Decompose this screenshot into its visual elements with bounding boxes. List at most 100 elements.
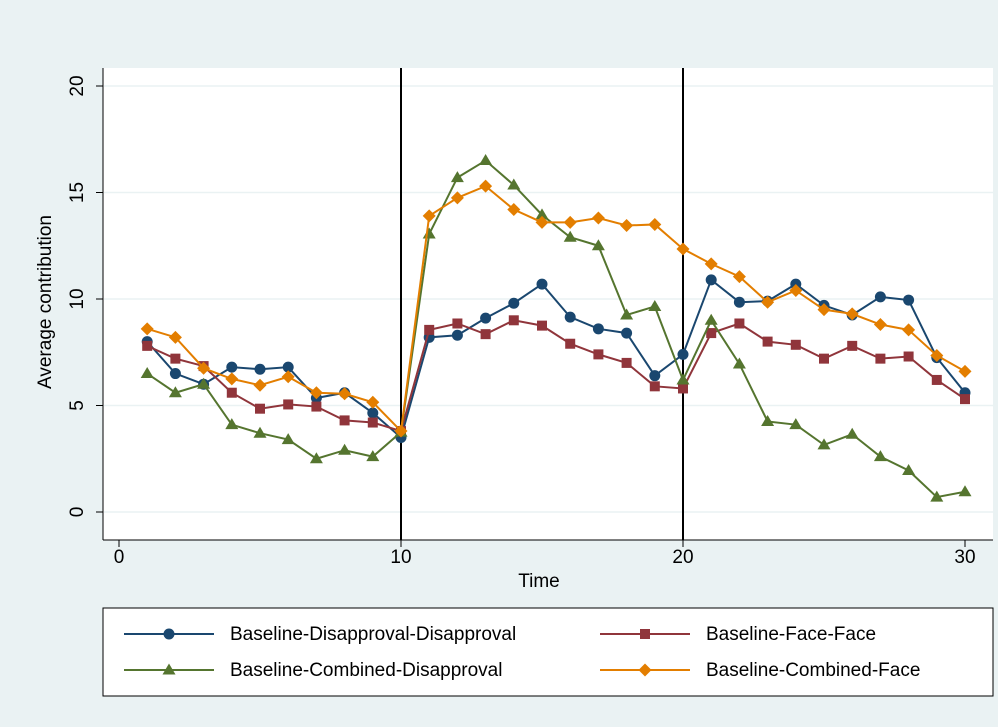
marker xyxy=(847,340,858,351)
marker xyxy=(170,353,181,364)
marker xyxy=(564,311,576,323)
marker xyxy=(620,219,634,233)
marker xyxy=(366,450,380,462)
marker xyxy=(142,340,153,351)
marker xyxy=(677,348,689,360)
legend-label: Baseline-Combined-Disapproval xyxy=(230,660,502,681)
marker xyxy=(309,386,323,400)
y-tick-label: 10 xyxy=(67,288,88,309)
y-tick-label: 20 xyxy=(67,75,88,96)
marker xyxy=(563,230,577,242)
marker xyxy=(873,450,887,462)
marker xyxy=(226,361,238,373)
marker xyxy=(845,307,859,321)
marker xyxy=(338,443,352,455)
y-tick-label: 5 xyxy=(67,400,88,411)
marker xyxy=(254,363,266,375)
marker xyxy=(593,349,604,360)
marker xyxy=(282,361,294,373)
marker xyxy=(704,313,718,325)
marker xyxy=(676,373,690,385)
marker xyxy=(197,377,211,389)
marker xyxy=(874,291,886,303)
marker xyxy=(732,270,746,284)
marker xyxy=(422,209,436,223)
marker xyxy=(638,663,652,677)
marker xyxy=(903,294,915,306)
marker xyxy=(339,415,350,426)
x-tick-label: 30 xyxy=(954,547,975,568)
marker xyxy=(255,403,265,414)
marker xyxy=(507,178,521,190)
marker xyxy=(930,348,944,362)
marker xyxy=(225,418,239,430)
marker xyxy=(168,330,182,344)
marker xyxy=(789,283,803,297)
marker xyxy=(226,387,237,398)
marker xyxy=(162,663,176,675)
marker xyxy=(706,328,717,339)
marker xyxy=(424,324,435,335)
marker xyxy=(479,154,493,166)
marker xyxy=(620,308,634,320)
marker xyxy=(591,211,605,225)
marker xyxy=(281,433,295,445)
marker xyxy=(790,339,801,350)
marker xyxy=(253,378,267,392)
marker xyxy=(225,372,239,386)
marker xyxy=(366,395,380,409)
marker xyxy=(648,217,662,231)
marker xyxy=(817,303,831,317)
legend xyxy=(102,607,994,697)
marker xyxy=(450,171,464,183)
marker xyxy=(902,323,916,337)
marker xyxy=(168,386,182,398)
marker xyxy=(705,274,717,286)
x-tick-label: 20 xyxy=(672,547,693,568)
marker xyxy=(394,424,408,438)
marker xyxy=(311,401,322,412)
marker xyxy=(592,323,604,335)
marker xyxy=(338,387,352,401)
marker xyxy=(451,329,463,341)
marker xyxy=(479,179,493,193)
marker xyxy=(537,320,547,331)
marker xyxy=(704,257,718,271)
marker xyxy=(761,414,775,426)
marker xyxy=(253,426,267,438)
marker xyxy=(169,368,181,380)
marker xyxy=(678,383,688,394)
marker xyxy=(640,629,650,639)
marker xyxy=(732,357,746,369)
x-tick-label: 10 xyxy=(390,547,411,568)
marker xyxy=(480,312,492,324)
y-tick-label: 15 xyxy=(67,182,88,203)
marker xyxy=(535,215,549,229)
marker xyxy=(819,353,829,364)
marker xyxy=(648,299,662,311)
marker xyxy=(930,490,944,502)
marker xyxy=(480,329,491,340)
marker xyxy=(536,278,548,290)
legend-label: Baseline-Combined-Face xyxy=(706,660,920,681)
marker xyxy=(563,215,577,229)
marker xyxy=(789,418,803,430)
marker xyxy=(845,427,859,439)
x-tick-label: 0 xyxy=(114,547,125,568)
marker xyxy=(197,361,211,375)
marker xyxy=(367,407,379,419)
marker xyxy=(621,327,633,339)
marker xyxy=(140,322,154,336)
marker xyxy=(367,417,378,428)
marker xyxy=(452,318,463,329)
marker xyxy=(565,338,576,349)
plot-area xyxy=(103,68,993,540)
marker xyxy=(140,367,154,379)
marker xyxy=(450,191,464,205)
marker xyxy=(762,336,773,347)
marker xyxy=(508,297,520,309)
marker xyxy=(621,357,632,368)
marker xyxy=(281,370,295,384)
marker xyxy=(873,318,887,332)
